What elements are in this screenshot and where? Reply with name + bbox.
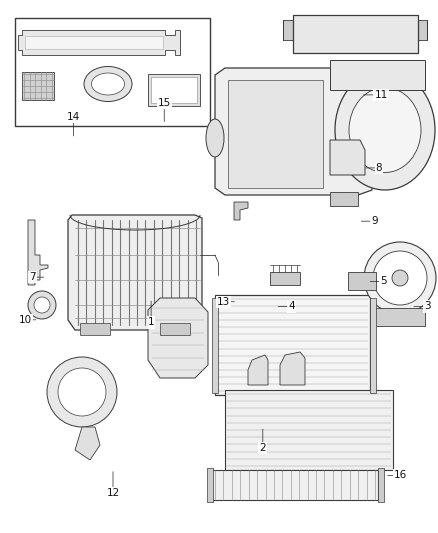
Ellipse shape (47, 357, 117, 427)
Polygon shape (215, 68, 372, 195)
Polygon shape (330, 140, 365, 175)
Text: 2: 2 (259, 429, 266, 453)
Text: 9: 9 (361, 216, 378, 226)
Bar (293, 15, 418, 53)
Bar (215, 295, 370, 395)
Ellipse shape (392, 270, 408, 286)
Ellipse shape (58, 368, 106, 416)
Bar (415, 20, 427, 40)
Bar (80, 323, 110, 335)
Ellipse shape (349, 87, 421, 173)
Polygon shape (280, 352, 305, 385)
Text: 1: 1 (148, 301, 155, 327)
Text: 5: 5 (370, 277, 387, 286)
Bar (348, 272, 376, 290)
Bar (225, 390, 393, 470)
Bar (210, 470, 378, 500)
Bar (378, 468, 384, 502)
Bar (151, 77, 197, 103)
Bar (148, 74, 200, 106)
Polygon shape (28, 220, 48, 285)
Bar (212, 298, 218, 393)
Polygon shape (18, 30, 180, 55)
Ellipse shape (335, 70, 435, 190)
Ellipse shape (364, 242, 436, 314)
Bar (22, 72, 54, 100)
Bar (370, 298, 376, 393)
Polygon shape (248, 355, 268, 385)
Bar (15, 18, 210, 126)
Bar (375, 308, 425, 326)
Text: 12: 12 (106, 472, 120, 498)
Polygon shape (75, 427, 100, 460)
Polygon shape (68, 215, 202, 330)
Text: 10: 10 (18, 315, 36, 325)
Bar (283, 20, 295, 40)
Bar (330, 60, 425, 90)
Circle shape (28, 291, 56, 319)
Text: 13: 13 (217, 297, 234, 306)
Text: 11: 11 (364, 90, 388, 100)
Bar (330, 192, 358, 206)
Bar (228, 80, 323, 188)
Text: 7: 7 (29, 272, 44, 282)
Bar (160, 323, 190, 335)
Ellipse shape (92, 73, 124, 95)
Circle shape (34, 297, 50, 313)
Polygon shape (270, 272, 300, 285)
Text: 16: 16 (388, 471, 407, 480)
Ellipse shape (84, 67, 132, 101)
Text: 15: 15 (158, 98, 171, 122)
Text: 3: 3 (414, 302, 431, 311)
Polygon shape (234, 202, 248, 220)
Text: 8: 8 (366, 163, 382, 173)
Text: 4: 4 (278, 302, 295, 311)
Ellipse shape (206, 119, 224, 157)
Ellipse shape (373, 251, 427, 305)
Text: 14: 14 (67, 112, 80, 136)
Bar (25, 36, 163, 49)
Polygon shape (148, 298, 208, 378)
Bar (207, 468, 213, 502)
